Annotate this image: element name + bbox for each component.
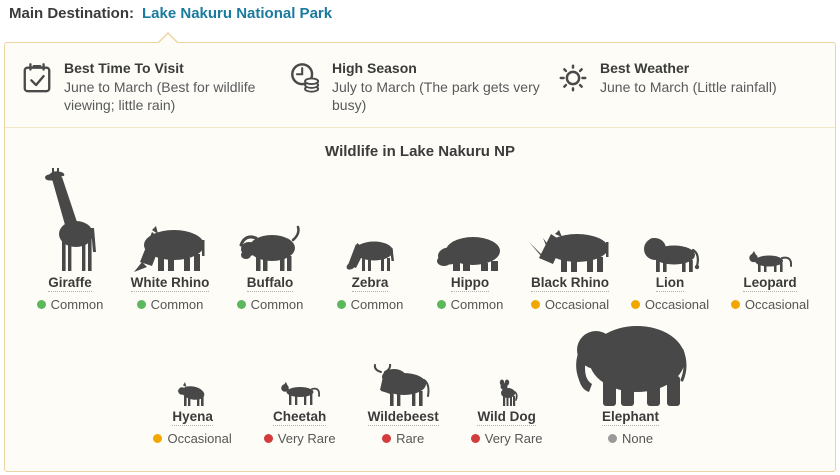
wildlife-item-cheetah: Cheetah Very Rare bbox=[248, 320, 352, 446]
animal-name[interactable]: Hyena bbox=[172, 408, 213, 426]
best-weather-card: Best Weather June to March (Little rainf… bbox=[557, 60, 825, 115]
wildlife-item-elephant: Elephant None bbox=[559, 320, 703, 446]
destination-panel: Best Time To Visit June to March (Best f… bbox=[4, 32, 836, 472]
wildlife-row-1: Giraffe Common White Rhino Common Buffalo Com… bbox=[5, 166, 835, 312]
animal-name[interactable]: Leopard bbox=[743, 274, 797, 292]
status-label: Common bbox=[450, 296, 504, 312]
black-rhino-icon bbox=[529, 166, 611, 272]
status-dot bbox=[36, 299, 46, 309]
status-label: Very Rare bbox=[484, 430, 543, 446]
animal-name[interactable]: Black Rhino bbox=[530, 274, 609, 292]
info-card-title: Best Weather bbox=[600, 60, 690, 76]
buffalo-icon bbox=[238, 166, 302, 272]
wildlife-item-hippo: Hippo Common bbox=[420, 166, 520, 312]
wildebeest-icon bbox=[372, 320, 434, 406]
wildlife-item-leopard: Leopard Occasional bbox=[720, 166, 820, 312]
wildlife-item-hyena: Hyena Occasional bbox=[137, 320, 247, 446]
animal-status: Common bbox=[436, 296, 504, 312]
animal-name[interactable]: Giraffe bbox=[48, 274, 92, 292]
hippo-icon bbox=[437, 166, 503, 272]
animal-name[interactable]: Hippo bbox=[450, 274, 490, 292]
zebra-icon bbox=[343, 166, 397, 272]
animal-status: Very Rare bbox=[263, 430, 336, 446]
animal-name[interactable]: Lion bbox=[655, 274, 685, 292]
animal-status: Very Rare bbox=[470, 430, 543, 446]
status-dot bbox=[530, 299, 540, 309]
status-dot bbox=[263, 433, 273, 443]
status-label: Occasional bbox=[744, 296, 810, 312]
wildlife-item-black-rhino: Black Rhino Occasional bbox=[520, 166, 620, 312]
wildlife-item-zebra: Zebra Common bbox=[320, 166, 420, 312]
status-dot bbox=[470, 433, 480, 443]
calendar-check-icon bbox=[21, 62, 53, 99]
destination-link[interactable]: Lake Nakuru National Park bbox=[142, 5, 333, 22]
info-card-description: June to March (Little rainfall) bbox=[600, 79, 777, 95]
animal-name[interactable]: Cheetah bbox=[273, 408, 327, 426]
animal-status: Occasional bbox=[630, 296, 710, 312]
animal-name[interactable]: Elephant bbox=[602, 408, 660, 426]
status-dot bbox=[236, 299, 246, 309]
status-dot bbox=[608, 433, 617, 443]
status-dot bbox=[436, 299, 446, 309]
hyena-icon bbox=[177, 320, 209, 406]
info-card-title: Best Time To Visit bbox=[64, 60, 184, 76]
cheetah-icon bbox=[279, 320, 321, 406]
animal-status: Rare bbox=[382, 431, 424, 446]
status-dot bbox=[730, 299, 740, 309]
animal-status: Occasional bbox=[153, 430, 232, 446]
sun-icon bbox=[557, 62, 589, 99]
section-divider bbox=[5, 126, 835, 128]
animal-status: Common bbox=[236, 296, 304, 312]
clock-coins-icon bbox=[289, 62, 321, 99]
wildlife-item-giraffe: Giraffe Common bbox=[20, 166, 120, 312]
animal-status: Occasional bbox=[530, 296, 610, 312]
wildlife-item-wildebeest: Wildebeest Rare bbox=[352, 320, 455, 446]
status-label: Occasional bbox=[544, 296, 610, 312]
status-label: Common bbox=[250, 296, 304, 312]
status-label: None bbox=[622, 430, 654, 446]
wildlife-section-title: Wildlife in Lake Nakuru NP bbox=[325, 142, 515, 160]
status-label: Occasional bbox=[167, 430, 232, 446]
main-destination-label: Main Destination: bbox=[9, 5, 135, 22]
status-label: Common bbox=[50, 296, 104, 312]
animal-name[interactable]: White Rhino bbox=[130, 274, 210, 292]
status-label: Common bbox=[150, 296, 204, 312]
animal-name[interactable]: Wild Dog bbox=[477, 408, 536, 426]
giraffe-icon bbox=[43, 166, 97, 272]
animal-name[interactable]: Wildebeest bbox=[367, 408, 439, 426]
info-card-description: June to March (Best for wildlife viewing… bbox=[64, 79, 256, 114]
animal-status: Occasional bbox=[730, 296, 810, 312]
wildlife-item-buffalo: Buffalo Common bbox=[220, 166, 320, 312]
info-card-title: High Season bbox=[332, 60, 417, 76]
wild-dog-icon bbox=[496, 320, 518, 406]
status-label: Common bbox=[350, 296, 404, 312]
wildlife-item-lion: Lion Occasional bbox=[620, 166, 720, 312]
wildlife-row-2: Hyena Occasional Cheetah Very Rare Wildebees… bbox=[5, 320, 835, 446]
animal-name[interactable]: Zebra bbox=[351, 274, 389, 292]
info-card-description: July to March (The park gets very busy) bbox=[332, 79, 540, 114]
status-label: Very Rare bbox=[277, 430, 336, 446]
leopard-icon bbox=[747, 166, 793, 272]
status-dot bbox=[153, 433, 163, 443]
status-label: Occasional bbox=[644, 296, 710, 312]
wildlife-item-white-rhino: White Rhino Common bbox=[120, 166, 220, 312]
high-season-card: High Season July to March (The park gets… bbox=[289, 60, 557, 115]
animal-name[interactable]: Buffalo bbox=[246, 274, 294, 292]
lion-icon bbox=[640, 166, 700, 272]
white-rhino-icon bbox=[132, 166, 208, 272]
best-time-card: Best Time To Visit June to March (Best f… bbox=[21, 60, 289, 115]
animal-status: Common bbox=[136, 296, 204, 312]
status-dot bbox=[382, 433, 392, 443]
wildlife-item-wild-dog: Wild Dog Very Rare bbox=[455, 320, 559, 446]
animal-status: Common bbox=[336, 296, 404, 312]
status-dot bbox=[630, 299, 640, 309]
status-dot bbox=[336, 299, 346, 309]
animal-status: Common bbox=[36, 296, 104, 312]
status-dot bbox=[136, 299, 146, 309]
main-destination-header: Main Destination: Lake Nakuru National P… bbox=[0, 0, 840, 22]
animal-status: None bbox=[608, 431, 653, 446]
info-row: Best Time To Visit June to March (Best f… bbox=[5, 43, 835, 127]
elephant-icon bbox=[575, 320, 687, 406]
status-label: Rare bbox=[396, 430, 425, 446]
